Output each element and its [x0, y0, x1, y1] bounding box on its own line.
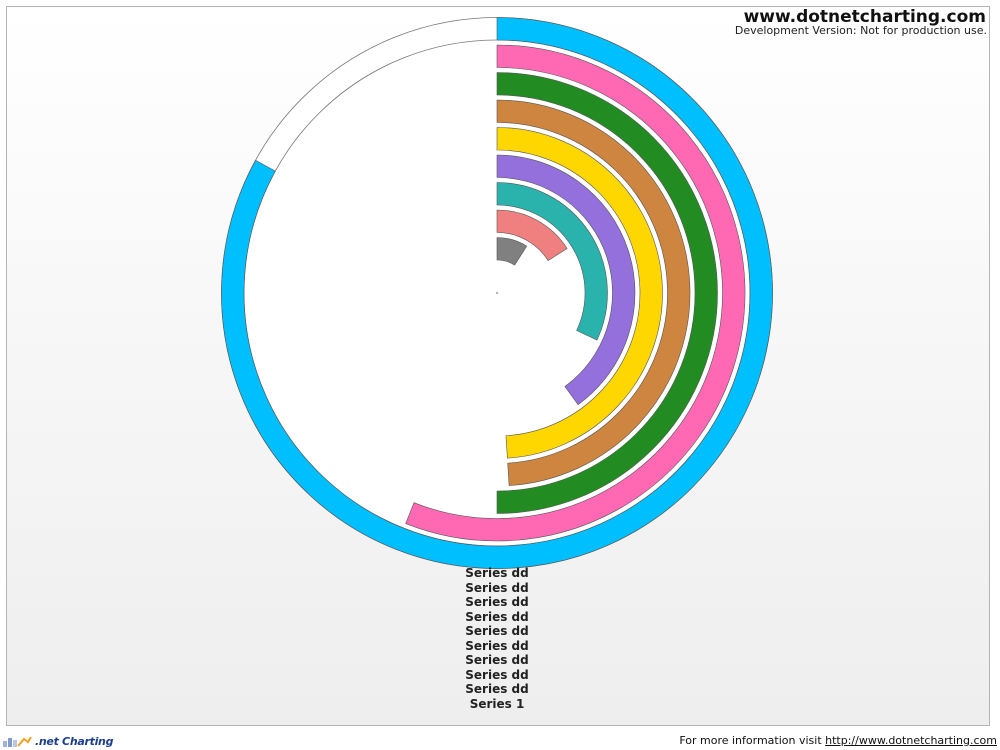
legend-entry: Series 1	[469, 696, 525, 711]
legend-entry: Series dd	[465, 638, 529, 653]
legend-entry: Series dd	[465, 595, 529, 609]
legend-entry: Series dd	[465, 682, 529, 696]
legend-entry: Series dd	[465, 653, 529, 667]
legend: Series dd Series dd Series dd Series dd Seri…	[397, 566, 597, 711]
ring-bar	[496, 154, 636, 406]
brand-subtitle: Development Version: Not for production …	[734, 24, 987, 37]
ring-bar	[496, 127, 663, 459]
footer-link[interactable]: http://www.dotnetcharting.com	[825, 734, 997, 747]
ring-bar	[496, 99, 691, 486]
legend-entry: Series dd	[465, 580, 529, 595]
chart-center-dot	[496, 292, 498, 294]
ring-bar	[221, 17, 773, 569]
legend-entry: Series dd	[465, 609, 529, 624]
logo-chart-icon	[3, 736, 32, 747]
ring-bar	[496, 72, 718, 514]
footer-info-text: For more information visit	[679, 734, 822, 747]
ring-bar	[496, 209, 568, 261]
dotnetcharting-logo: .net Charting	[2, 732, 113, 750]
logo-text: .net Charting	[35, 734, 114, 748]
ring-bar	[496, 182, 608, 341]
legend-entry: Series dd	[465, 667, 529, 682]
brand-title: www.dotnetcharting.com	[743, 7, 986, 27]
ring-bar	[496, 237, 528, 266]
legend-entry: Series dd	[465, 624, 529, 638]
legend-entry: Series dd	[465, 566, 529, 580]
ring-bar	[405, 44, 746, 542]
footer-info: For more information visit http://www.do…	[679, 734, 997, 747]
